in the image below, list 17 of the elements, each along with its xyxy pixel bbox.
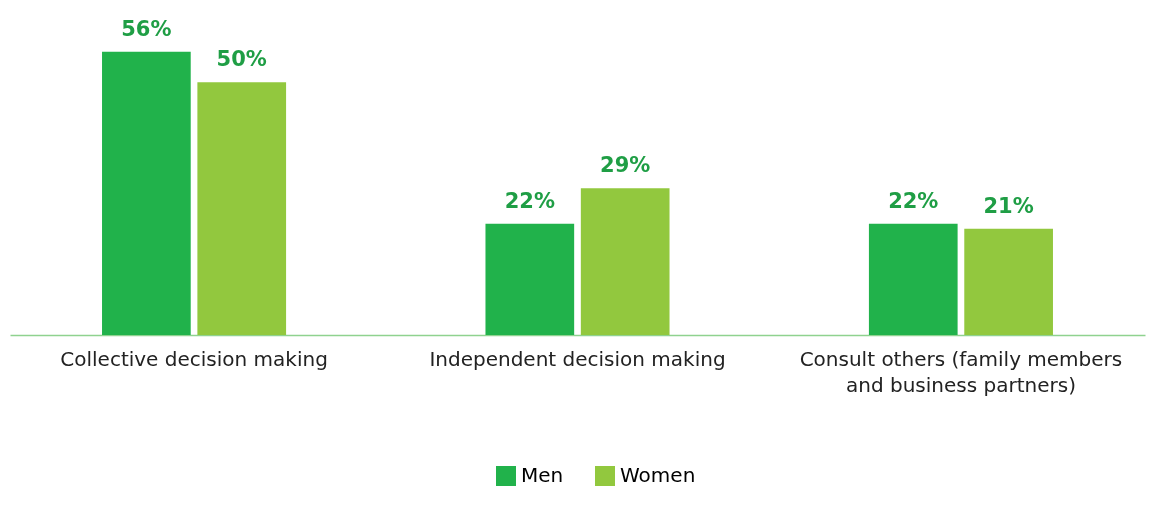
bar (580, 188, 670, 335)
data-label: 29% (600, 153, 651, 178)
data-label: 22% (504, 188, 555, 213)
bar (868, 223, 958, 335)
bar (964, 228, 1053, 335)
x-tick-label: Collective decision making (60, 346, 328, 371)
x-tick-label: Independent decision making (429, 346, 726, 371)
legend-label: Men (521, 463, 564, 487)
bar (102, 51, 191, 335)
x-tick-label: Consult others (family members and business partners) (799, 346, 1123, 397)
bar (485, 223, 575, 335)
legend-label: Women (620, 463, 696, 487)
data-label: 22% (888, 188, 939, 213)
data-label: 21% (983, 193, 1034, 218)
bar (197, 82, 287, 335)
data-label: 56% (121, 16, 172, 41)
data-label: 50% (216, 47, 267, 72)
